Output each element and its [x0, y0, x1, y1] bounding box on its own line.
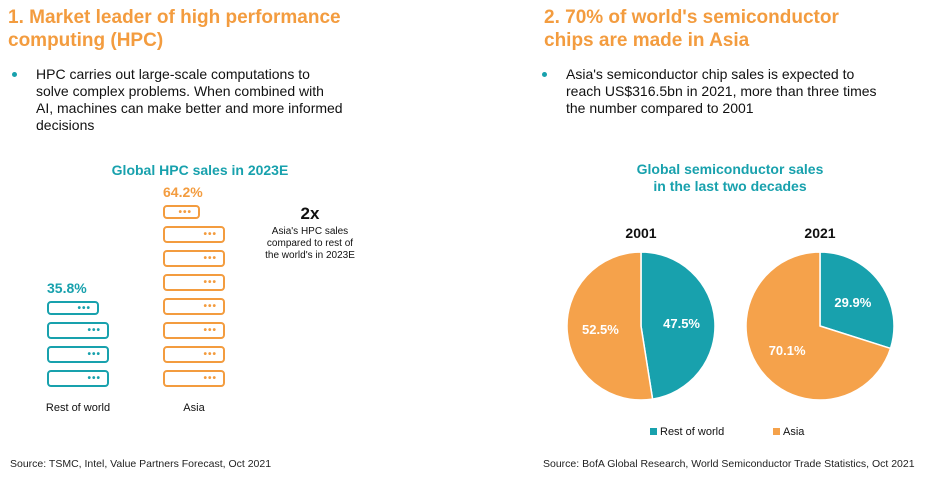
callout-line: the world's in 2023E	[265, 250, 355, 261]
hpc-chart-title: Global HPC sales in 2023E	[111, 162, 289, 178]
hpc-category-label: Rest of world	[45, 402, 111, 414]
bullet-dot-icon	[12, 72, 17, 77]
callout-line: compared to rest of	[266, 238, 354, 249]
server-bar-block: •••	[47, 346, 109, 363]
pie-chart-title-line: Global semiconductor sales	[636, 161, 824, 177]
left-source: Source: TSMC, Intel, Value Partners Fore…	[10, 458, 272, 470]
server-dots-icon: •••	[203, 373, 217, 384]
left-panel: 1. Market leader of high performance com…	[0, 0, 470, 477]
server-dots-icon: •••	[87, 349, 101, 360]
server-dots-icon: •••	[203, 277, 217, 288]
legend-swatch	[773, 428, 780, 435]
server-dots-icon: •••	[203, 349, 217, 360]
hpc-value-label: 35.8%	[47, 280, 87, 296]
right-bullet-line: the number compared to 2001	[566, 100, 754, 116]
left-heading: 1. Market leader of high performance com…	[8, 6, 341, 52]
right-heading-line-1: 2. 70% of world's semiconductor	[544, 7, 839, 28]
server-bar-block: •••	[47, 322, 109, 339]
server-bar-block: •••	[163, 346, 225, 363]
server-dots-icon: •••	[203, 253, 217, 264]
hpc-callout: 2x Asia's HPC sales compared to rest of …	[255, 204, 365, 262]
right-bullet-line: Asia's semiconductor chip sales is expec…	[566, 66, 855, 82]
server-bar-block: •••	[163, 298, 225, 315]
left-bullet-line: decisions	[36, 117, 95, 133]
hpc-value-label: 64.2%	[163, 184, 203, 200]
server-dots-icon: •••	[203, 229, 217, 240]
pie-slice-asia	[745, 251, 892, 401]
pie-year-label: 2001	[625, 225, 656, 241]
right-bullet: Asia's semiconductor chip sales is expec…	[542, 66, 932, 120]
pie-slice-rest-of-world	[640, 251, 716, 400]
server-dots-icon: •••	[203, 325, 217, 336]
server-bar-block: •••	[47, 301, 99, 315]
right-heading-line-2: chips are made in Asia	[544, 30, 750, 51]
right-source: Source: BofA Global Research, World Semi…	[543, 458, 915, 470]
hpc-chart: ••• ••• ••• ••• 35.8% Rest of world ••• ••• ••• •…	[0, 0, 470, 477]
left-heading-line-2: computing (HPC)	[8, 30, 164, 51]
server-dots-icon: •••	[178, 207, 192, 218]
server-bar-block: •••	[163, 250, 225, 267]
pie-slice-label: 52.5%	[582, 322, 619, 337]
callout-line: Asia's HPC sales	[271, 226, 349, 237]
server-bar-block: •••	[47, 370, 109, 387]
left-bullet-line: AI, machines can make better and more in…	[36, 100, 343, 116]
left-bullet-text: HPC carries out large-scale computations…	[36, 66, 343, 134]
server-bar-block: •••	[163, 226, 225, 243]
left-bullet-line: HPC carries out large-scale computations…	[36, 66, 310, 82]
right-bullet-line: reach US$316.5bn in 2021, more than thre…	[566, 83, 877, 99]
server-dots-icon: •••	[77, 303, 91, 314]
right-bullet-text: Asia's semiconductor chip sales is expec…	[566, 66, 877, 117]
right-panel: 2. 70% of world's semiconductor chips ar…	[470, 0, 942, 477]
server-bar-block: •••	[163, 322, 225, 339]
pie-slice-label: 29.9%	[834, 295, 871, 310]
callout-big: 2x	[300, 204, 320, 223]
left-bullet: HPC carries out large-scale computations…	[12, 66, 412, 136]
pie-slice-rest-of-world	[819, 251, 895, 350]
pie-year-label: 2021	[804, 225, 835, 241]
callout-text: Asia's HPC sales compared to rest of the…	[255, 226, 365, 262]
pie-slice-asia	[566, 251, 654, 401]
legend-swatch	[650, 428, 657, 435]
server-dots-icon: •••	[203, 301, 217, 312]
server-dots-icon: •••	[87, 325, 101, 336]
pie-slice-label: 70.1%	[769, 343, 806, 358]
left-bullet-line: solve complex problems. When combined wi…	[36, 83, 324, 99]
pie-chart-title: Global semiconductor sales in the last t…	[590, 161, 870, 195]
legend-label: Asia	[783, 426, 805, 438]
server-bar-block: •••	[163, 205, 200, 219]
pie-chart-title-line: in the last two decades	[653, 178, 807, 194]
left-heading-line-1: 1. Market leader of high performance	[8, 7, 341, 28]
server-dots-icon: •••	[87, 373, 101, 384]
pie-slice-label: 47.5%	[663, 316, 700, 331]
pie-charts: 2001 47.5% 52.5% 2021 29.9% 70.1% Rest of worl…	[566, 225, 895, 438]
right-heading: 2. 70% of world's semiconductor chips ar…	[544, 6, 839, 52]
hpc-category-label: Asia	[183, 402, 205, 414]
server-bar-block: •••	[163, 370, 225, 387]
bullet-dot-icon	[542, 72, 547, 77]
server-bar-block: •••	[163, 274, 225, 291]
legend-label: Rest of world	[660, 426, 724, 438]
